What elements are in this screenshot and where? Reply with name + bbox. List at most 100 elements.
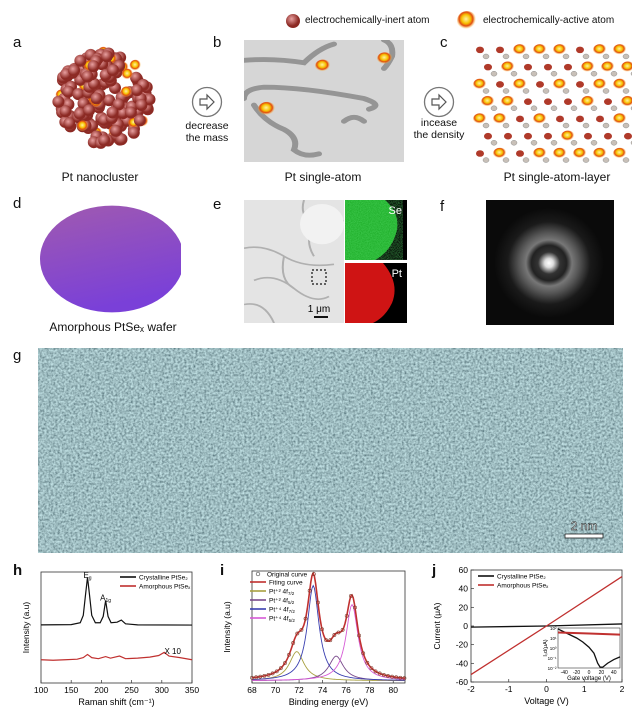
x-tick-label: 200 <box>94 685 108 695</box>
se-atom <box>490 71 498 77</box>
inert-atom <box>564 63 572 71</box>
inset-y-tick-label: 10² <box>550 626 557 631</box>
component-curve <box>251 584 406 681</box>
original-data-point <box>299 627 304 632</box>
inert-atom <box>484 63 492 71</box>
inert-atom <box>516 115 524 123</box>
y-tick-label: -40 <box>456 658 469 668</box>
xps-chart: 68 70 72 74 76 78 80 Binding energy (eV) Intensi… <box>222 570 407 707</box>
active-atom <box>501 61 515 73</box>
legend-label: Original curve <box>267 572 307 579</box>
se-atom <box>562 88 570 94</box>
se-atom <box>482 88 490 94</box>
inert-atom <box>476 150 484 157</box>
se-atom <box>562 53 570 60</box>
se-atom <box>490 140 498 146</box>
inert-atom <box>604 132 612 140</box>
se-atom <box>602 122 610 129</box>
original-data-point <box>278 666 283 671</box>
original-data-point <box>262 674 267 678</box>
inset-x-tick-label: 20 <box>599 670 605 676</box>
panel-label-j: j <box>432 562 437 579</box>
eds-se-label: Se <box>389 205 402 217</box>
inert-atom <box>484 132 492 140</box>
y-tick-label: 40 <box>459 584 469 594</box>
annotation-subscript: g <box>89 576 92 582</box>
se-atom <box>502 53 510 60</box>
inert-atom <box>544 63 552 71</box>
original-data-point <box>258 674 263 679</box>
panel-label-i: i <box>220 562 225 579</box>
se-atom <box>530 140 538 146</box>
panel-label-d: d <box>13 195 22 212</box>
arrow-text-decrease-mass: decrease the mass <box>185 120 228 144</box>
active-atom <box>613 147 627 160</box>
legend-label: Pt⁺² 4f5/2 <box>269 598 295 606</box>
x-tick-label: 78 <box>365 685 375 695</box>
x-tick-label: 2 <box>620 684 625 694</box>
inert-atom <box>127 126 140 139</box>
active-atom <box>593 147 607 160</box>
active-atom <box>613 78 627 91</box>
x-tick-label: 72 <box>294 685 304 695</box>
active-atom <box>553 147 567 160</box>
pt-single-atom-image <box>244 40 404 162</box>
inert-atom <box>107 64 120 77</box>
arrow-text-line: decrease <box>185 120 229 132</box>
active-atom-icon <box>457 11 477 31</box>
tem-image: 1 μm <box>244 200 344 323</box>
inset-x-tick-label: 40 <box>611 670 617 676</box>
eds-map-pt: Pt <box>345 263 407 323</box>
panel-label-b: b <box>213 34 222 51</box>
legend-subscript: 5/2 <box>288 600 295 605</box>
hrtem-scale-bar-label: 2 nm <box>571 519 598 533</box>
legend-label: Crystalline PtSe₂ <box>139 575 188 582</box>
inert-atom <box>52 95 65 108</box>
x-tick-label: 74 <box>318 685 328 695</box>
inert-atom <box>73 107 86 120</box>
se-atom <box>550 71 558 77</box>
active-atom <box>501 95 515 108</box>
caption-pt-single-atom-layer: Pt single-atom-layer <box>503 170 611 184</box>
x-tick-label: -2 <box>467 684 475 694</box>
plot-frame <box>40 571 193 684</box>
arrow-text-line: incease <box>420 117 458 129</box>
inert-atom <box>103 94 116 107</box>
se-atom <box>622 122 630 129</box>
original-data-point <box>390 674 394 679</box>
se-atom <box>622 88 630 94</box>
annotation-subscript: 1g <box>106 598 112 604</box>
component-curve <box>251 603 406 681</box>
legend-label: Fiting curve <box>269 580 303 587</box>
se-atom <box>610 140 618 146</box>
active-atom <box>613 44 627 56</box>
eds-pt-label: Pt <box>392 268 402 280</box>
inert-atom <box>516 150 524 157</box>
se-atom <box>510 140 518 146</box>
original-data-point <box>394 675 399 680</box>
se-atom <box>502 122 510 129</box>
legend-subscript: 7/2 <box>289 609 296 614</box>
x-tick-label: 100 <box>34 685 48 695</box>
active-atom <box>493 113 507 125</box>
active-atom <box>593 44 607 56</box>
fitting-curve <box>251 571 406 679</box>
arrow-right-icon <box>191 86 223 118</box>
plot-frame <box>251 570 406 684</box>
se-atom <box>530 71 538 77</box>
inert-atom <box>135 98 148 111</box>
se-atom <box>630 71 632 76</box>
original-data-point <box>361 651 366 656</box>
panel-label-g: g <box>13 347 22 364</box>
inert-atom <box>536 81 544 88</box>
panel-label-e: e <box>213 196 222 213</box>
inert-atom <box>524 63 532 71</box>
inert-atom <box>604 98 612 105</box>
iv-chart: -2 -1 0 1 2 -60 -40 -20 0 20 40 60 Voltage (V) Curren… <box>432 565 625 706</box>
active-atom <box>613 113 627 125</box>
active-atom <box>621 95 632 108</box>
original-data-point <box>332 633 337 637</box>
eds-map-se: Se <box>345 200 407 260</box>
active-atom <box>581 95 595 108</box>
se-atom <box>630 106 632 111</box>
